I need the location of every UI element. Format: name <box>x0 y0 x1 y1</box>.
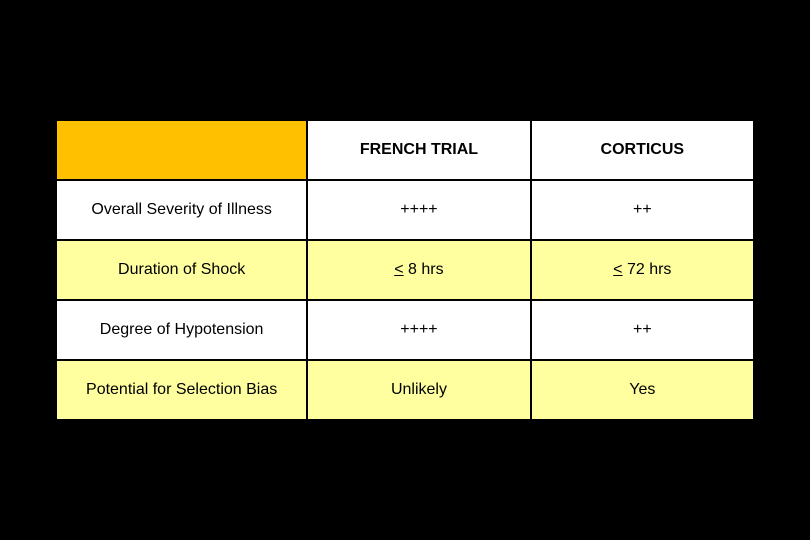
row-label: Potential for Selection Bias <box>56 360 307 420</box>
row-label: Degree of Hypotension <box>56 300 307 360</box>
cell-french: Unlikely <box>307 360 530 420</box>
header-corticus: CORTICUS <box>531 120 754 180</box>
cell-corticus: ++ <box>531 300 754 360</box>
row-label: Duration of Shock <box>56 240 307 300</box>
table-row: Potential for Selection Bias Unlikely Ye… <box>56 360 754 420</box>
cell-corticus: < 72 hrs <box>531 240 754 300</box>
cell-french: ++++ <box>307 300 530 360</box>
cell-french: < 8 hrs <box>307 240 530 300</box>
comparison-table: FRENCH TRIAL CORTICUS Overall Severity o… <box>55 119 755 421</box>
table-header-row: FRENCH TRIAL CORTICUS <box>56 120 754 180</box>
duration-text: 72 hrs <box>623 261 672 278</box>
cell-french: ++++ <box>307 180 530 240</box>
header-blank <box>56 120 307 180</box>
table-row: Overall Severity of Illness ++++ ++ <box>56 180 754 240</box>
table-row: Duration of Shock < 8 hrs < 72 hrs <box>56 240 754 300</box>
row-label: Overall Severity of Illness <box>56 180 307 240</box>
cell-corticus: Yes <box>531 360 754 420</box>
table-row: Degree of Hypotension ++++ ++ <box>56 300 754 360</box>
lte-symbol: < <box>613 261 622 278</box>
cell-corticus: ++ <box>531 180 754 240</box>
lte-symbol: < <box>394 261 403 278</box>
duration-text: 8 hrs <box>404 261 444 278</box>
header-french: FRENCH TRIAL <box>307 120 530 180</box>
table: FRENCH TRIAL CORTICUS Overall Severity o… <box>55 119 755 421</box>
